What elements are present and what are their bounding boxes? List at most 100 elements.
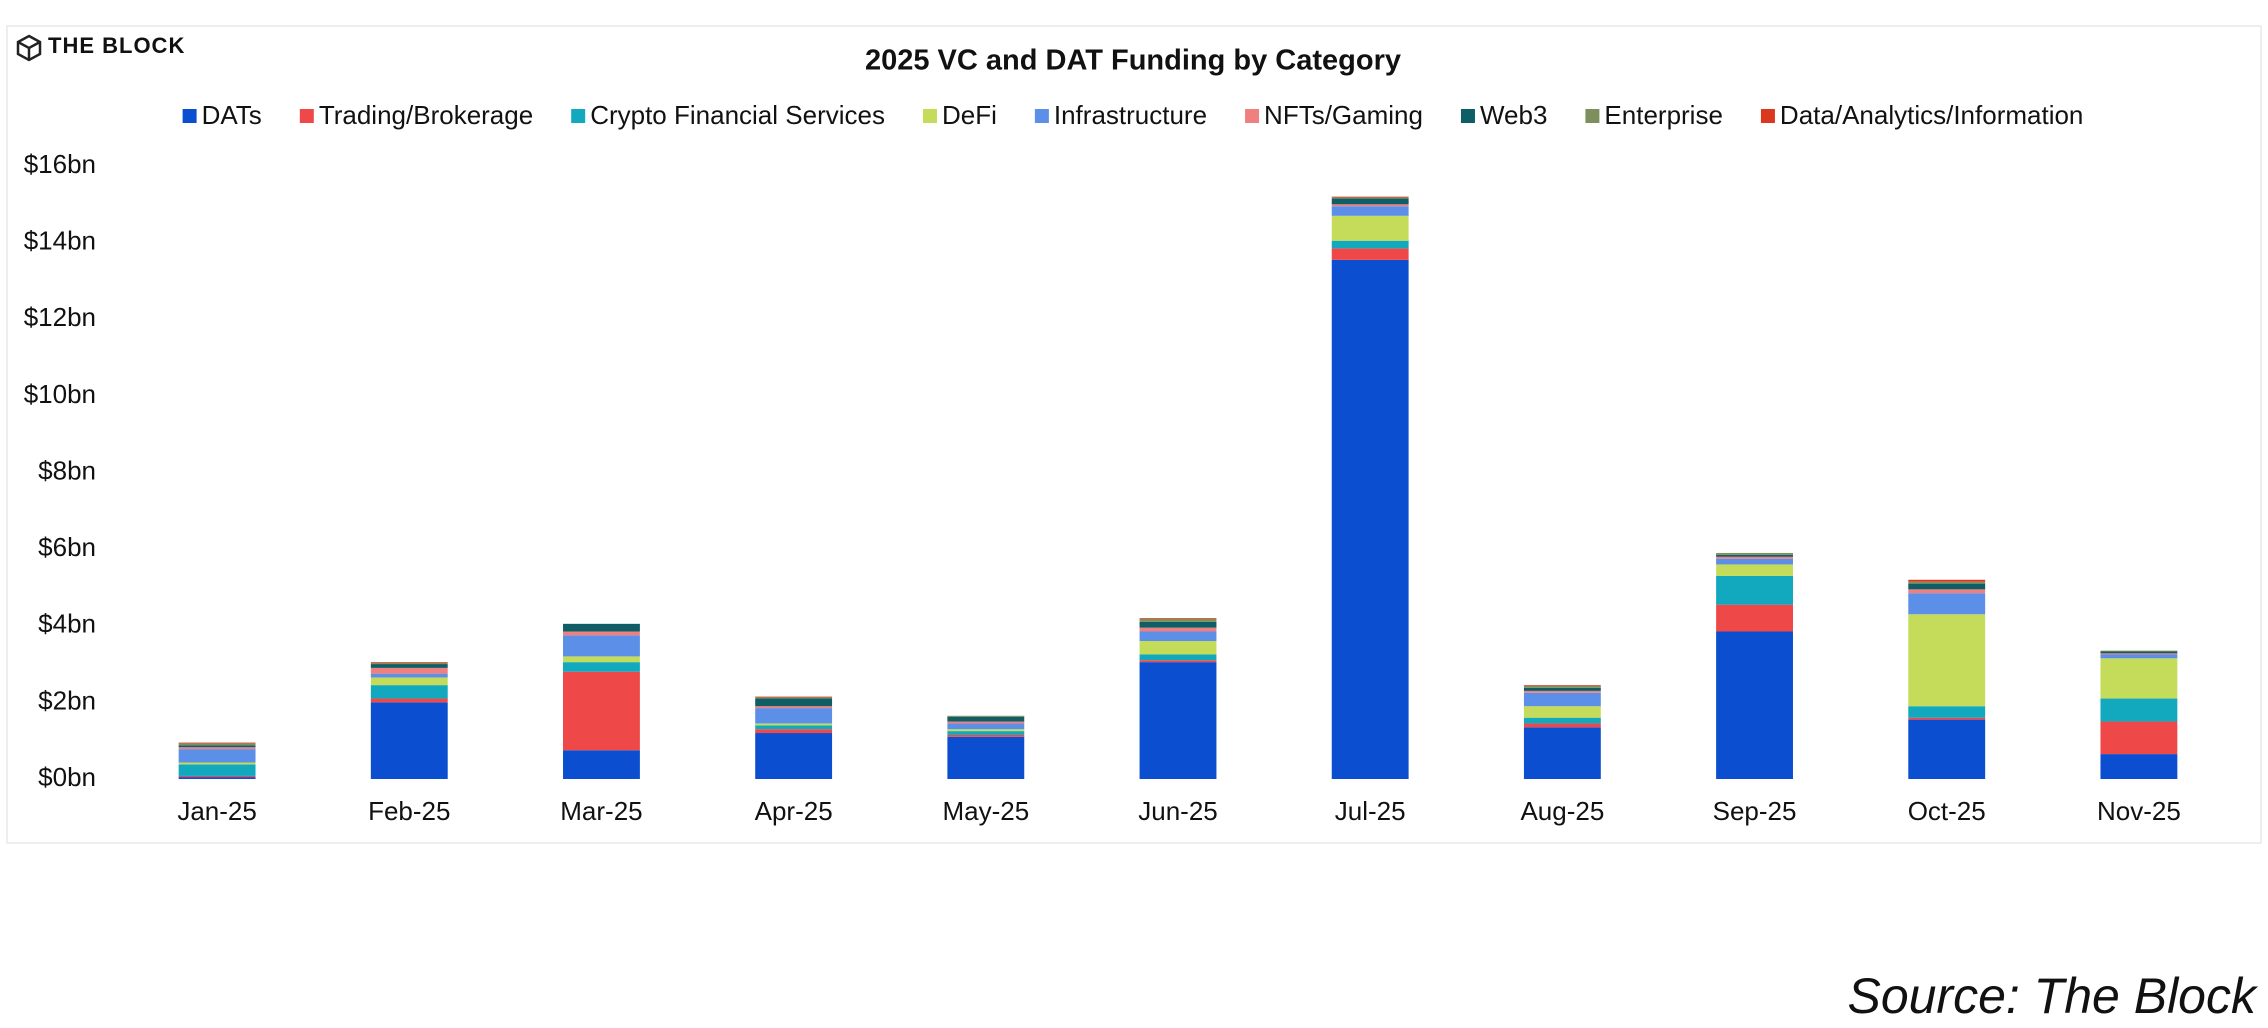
bar-segment bbox=[1716, 552, 1793, 555]
y-tick-label: $16bn bbox=[24, 149, 96, 179]
bar-segment bbox=[755, 697, 833, 699]
bar-segment bbox=[1523, 687, 1601, 691]
x-tick-label: Jul-25 bbox=[1335, 796, 1406, 826]
bar-segment bbox=[755, 706, 833, 709]
bar-segment bbox=[1908, 589, 1986, 594]
bar-segment bbox=[1139, 641, 1217, 655]
bar-segment bbox=[2100, 721, 2178, 755]
legend-swatch bbox=[1460, 109, 1475, 123]
bar-segment bbox=[1908, 583, 1986, 590]
bar-segment bbox=[1908, 706, 1986, 718]
bar-segment bbox=[1908, 719, 1986, 779]
bar-segment bbox=[1908, 717, 1986, 720]
bar-segment bbox=[1716, 556, 1793, 559]
legend-label: DATs bbox=[202, 100, 262, 130]
bar-segment bbox=[1139, 618, 1217, 622]
legend: DATs Trading/Brokerage Crypto Financial Se… bbox=[182, 100, 2083, 130]
bar-segment bbox=[1716, 554, 1793, 557]
bar-segment bbox=[1139, 662, 1217, 779]
bar-segment bbox=[1139, 654, 1217, 661]
legend-swatch bbox=[922, 109, 937, 123]
y-tick-label: $8bn bbox=[38, 455, 96, 485]
x-tick-label: Oct-25 bbox=[1908, 796, 1986, 826]
bar-segment bbox=[755, 696, 833, 698]
legend-label: DeFi bbox=[942, 100, 997, 130]
x-tick-label: Jun-25 bbox=[1138, 796, 1218, 826]
bar-segment bbox=[1331, 196, 1409, 198]
bar-segment bbox=[755, 733, 833, 779]
bar-segment bbox=[1716, 604, 1793, 632]
bar-segment bbox=[1331, 197, 1409, 199]
legend-swatch bbox=[571, 109, 586, 123]
x-tick-label: May-25 bbox=[942, 796, 1029, 826]
bar-segment bbox=[178, 762, 256, 765]
legend-swatch bbox=[1585, 109, 1600, 123]
bar-segment bbox=[947, 721, 1025, 724]
bar-segment bbox=[370, 685, 448, 699]
legend-label: Enterprise bbox=[1604, 100, 1723, 130]
bar-segment bbox=[1139, 621, 1217, 628]
bar-segment bbox=[1523, 717, 1601, 724]
bar-segment bbox=[947, 729, 1025, 732]
legend-swatch bbox=[1245, 109, 1260, 123]
bar-segment bbox=[563, 656, 640, 663]
y-tick-label: $0bn bbox=[38, 762, 96, 792]
bar-segment bbox=[2100, 654, 2178, 659]
bar-segment bbox=[1331, 198, 1409, 205]
bar-segment bbox=[1716, 575, 1793, 605]
bar-segment bbox=[563, 671, 640, 751]
bar-segment bbox=[1331, 206, 1409, 216]
bar-segment bbox=[2100, 658, 2178, 699]
legend-swatch bbox=[1034, 109, 1049, 123]
bar-segment bbox=[1908, 581, 1986, 584]
bar-segment bbox=[563, 635, 640, 657]
legend-swatch bbox=[182, 109, 197, 123]
bar-segment bbox=[2100, 653, 2178, 655]
bar-segment bbox=[1523, 692, 1601, 707]
bar-segment bbox=[755, 725, 833, 730]
y-tick-label: $6bn bbox=[38, 532, 96, 562]
bar-segment bbox=[563, 623, 640, 632]
bar-segment bbox=[370, 673, 448, 678]
x-tick-label: Aug-25 bbox=[1520, 796, 1604, 826]
x-tick-label: Mar-25 bbox=[560, 796, 642, 826]
bar-segment bbox=[755, 723, 833, 726]
bar-segment bbox=[947, 723, 1025, 730]
legend-label: Data/Analytics/Information bbox=[1780, 100, 2083, 130]
bar-segment bbox=[370, 662, 448, 663]
bar-segment bbox=[178, 777, 256, 779]
bar-segment bbox=[178, 749, 256, 763]
bar-segment bbox=[947, 736, 1025, 779]
bar-segment bbox=[1523, 685, 1601, 686]
bar-segment bbox=[755, 729, 833, 734]
bar-segment bbox=[1139, 618, 1217, 619]
y-tick-label: $4bn bbox=[38, 609, 96, 639]
bar-segment bbox=[1908, 593, 1986, 615]
bar-segment bbox=[947, 715, 1025, 717]
x-tick-label: Jan-25 bbox=[177, 796, 257, 826]
bar-segment bbox=[947, 716, 1025, 722]
bar-segment bbox=[1523, 723, 1601, 728]
x-tick-label: Apr-25 bbox=[755, 796, 833, 826]
legend-swatch bbox=[1760, 109, 1775, 123]
bar-segment bbox=[947, 734, 1025, 737]
bar-segment bbox=[1908, 579, 1986, 582]
bar-segment bbox=[947, 731, 1025, 735]
logo-icon bbox=[16, 34, 42, 62]
bar-segment bbox=[178, 743, 256, 746]
legend-label: Crypto Financial Services bbox=[590, 100, 885, 130]
bar-segment bbox=[755, 708, 833, 724]
bar-segment bbox=[1331, 259, 1409, 780]
bar-segment bbox=[2100, 650, 2178, 652]
y-tick-label: $12bn bbox=[24, 302, 96, 332]
legend-swatch bbox=[299, 109, 314, 123]
bar-segment bbox=[563, 631, 640, 636]
bar-segment bbox=[1331, 204, 1409, 207]
legend-label: Infrastructure bbox=[1054, 100, 1207, 130]
bar-segment bbox=[1523, 727, 1601, 779]
bar-segment bbox=[1523, 690, 1601, 693]
bar-segment bbox=[2100, 651, 2178, 654]
x-tick-label: Feb-25 bbox=[368, 796, 450, 826]
bar-segment bbox=[1139, 627, 1217, 632]
